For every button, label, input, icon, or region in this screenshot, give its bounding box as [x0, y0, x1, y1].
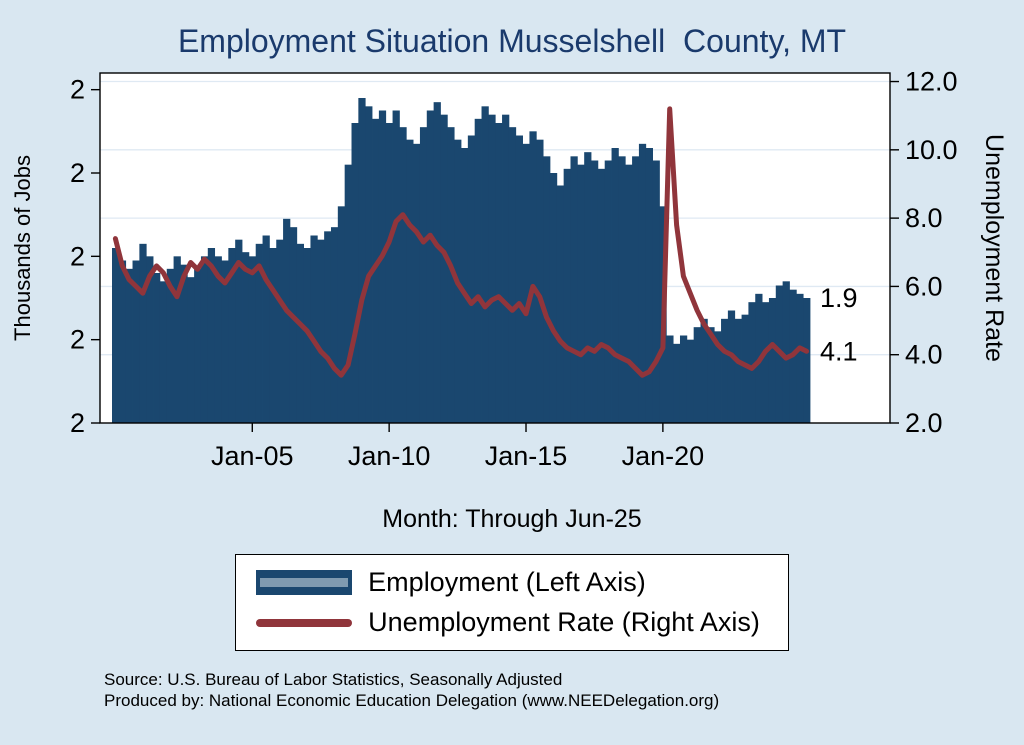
right-axis-tick-label: 8.0	[905, 203, 943, 233]
left-axis-tick-label: 2	[70, 75, 85, 105]
employment-chart-plot: 2 2 2 2 2 2.0 4.0 6.0 8.0 10.0 12.0 Jan-05 Jan-10 Jan…	[10, 67, 1008, 471]
legend-item-unemployment: Unemployment Rate (Right Axis)	[256, 607, 760, 638]
right-axis-tick-label: 4.0	[905, 340, 943, 370]
x-axis-tick-label: Jan-05	[211, 441, 294, 471]
left-axis-tick-label: 2	[70, 408, 85, 438]
legend: Employment (Left Axis) Unemployment Rate…	[235, 554, 789, 652]
employment-bar-swatch	[256, 570, 353, 596]
source-line: Source: U.S. Bureau of Labor Statistics,…	[104, 670, 563, 690]
employment-bars	[112, 98, 811, 424]
unemployment-line	[112, 106, 810, 378]
chart-title: Employment Situation Musselshell County,…	[177, 23, 847, 59]
employment-bar-swatch-inner	[260, 578, 349, 588]
x-axis-title: Month: Through Jun-25	[382, 505, 642, 534]
x-axis-tick-label: Jan-15	[485, 441, 568, 471]
legend-item-employment: Employment (Left Axis)	[256, 567, 760, 598]
right-axis-title: Unemployment Rate	[980, 134, 1008, 362]
unemployment-line-swatch	[256, 618, 353, 627]
unemployment-end-label: 4.1	[820, 336, 858, 366]
right-axis-tick-label: 10.0	[905, 135, 958, 165]
right-axis-tick-label: 2.0	[905, 408, 943, 438]
right-axis-tick-label: 6.0	[905, 272, 943, 302]
x-axis-tick-label: Jan-20	[622, 441, 705, 471]
legend-label-employment: Employment (Left Axis)	[368, 567, 646, 598]
footer: Source: U.S. Bureau of Labor Statistics,…	[104, 669, 1024, 712]
left-axis-tick-label: 2	[70, 242, 85, 272]
left-axis-tick-label: 2	[70, 325, 85, 355]
x-axis-tick-label: Jan-10	[348, 441, 431, 471]
legend-label-unemployment: Unemployment Rate (Right Axis)	[368, 607, 760, 638]
left-axis-tick-label: 2	[70, 158, 85, 188]
plot-frame	[99, 72, 891, 424]
produced-by-line: Produced by: National Economic Education…	[104, 691, 720, 711]
employment-end-label: 1.9	[820, 283, 858, 313]
left-axis-title: Thousands of Jobs	[10, 155, 35, 341]
right-axis-tick-label: 12.0	[905, 67, 958, 97]
